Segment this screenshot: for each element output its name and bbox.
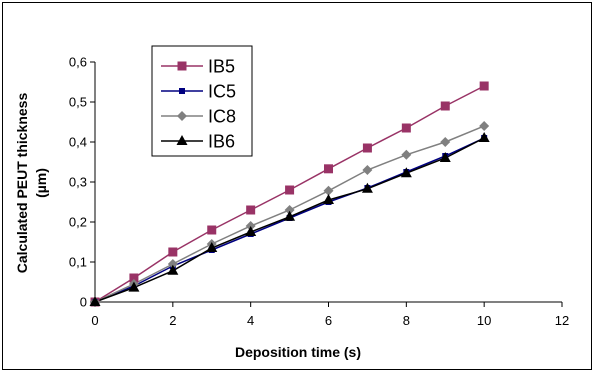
- y-tick-label: 0,6: [69, 55, 87, 70]
- data-point-ib6: [167, 264, 179, 275]
- data-point-ib6: [89, 296, 101, 306]
- legend-label-ib6: IB6: [208, 132, 235, 152]
- data-point-ib5: [440, 101, 450, 111]
- legend-marker-ib6: [176, 135, 188, 145]
- y-tick-label: 0,4: [69, 135, 87, 150]
- legend-label-ic8: IC8: [208, 107, 236, 127]
- data-point-ib5: [362, 143, 372, 153]
- legend-marker-ib5: [177, 61, 187, 71]
- y-axis-title-line2: (µm): [33, 168, 49, 198]
- data-point-ic8: [401, 149, 412, 160]
- x-tick-label: 4: [247, 313, 254, 328]
- data-point-ic8: [362, 165, 373, 175]
- tick-labels: 0 0,1 0,2 0,3 0,4 0,5 0,6 0 2 4 6 8 10 12: [69, 55, 569, 329]
- y-tick-label: 0,2: [69, 215, 87, 230]
- data-point-ib5: [207, 225, 217, 235]
- data-point-ic8: [167, 259, 178, 269]
- data-point-ib5: [285, 185, 295, 195]
- data-point-ic8: [323, 185, 334, 196]
- data-point-ib6: [284, 210, 296, 221]
- y-tick-label: 0,5: [69, 95, 87, 110]
- data-point-ib5: [324, 164, 333, 174]
- legend-marker-ic8: [177, 111, 187, 121]
- data-point-ib5: [246, 205, 256, 215]
- y-tick-label: 0,3: [69, 175, 87, 190]
- legend-box: [151, 45, 253, 157]
- data-point-ic8: [479, 121, 490, 131]
- data-point-ib6: [439, 152, 451, 162]
- data-point-ib6: [128, 281, 140, 292]
- x-axis-title: Deposition time (s): [235, 344, 361, 360]
- data-point-ib6: [400, 167, 412, 178]
- x-tick-label: 6: [325, 313, 332, 328]
- data-point-ib5: [168, 247, 178, 257]
- legend-label-ic5: IC5: [208, 82, 236, 102]
- data-point-ib6: [245, 226, 257, 236]
- x-tick-label: 8: [403, 313, 410, 328]
- data-point-ib6: [323, 194, 334, 204]
- legend: IB5 IC5 IC8 IB6: [151, 45, 253, 157]
- y-axis-title-line1: Calculated PEUT thickness: [14, 93, 30, 274]
- series-markers: [89, 81, 490, 307]
- data-point-ib6: [206, 242, 218, 252]
- data-point-ib5: [129, 273, 139, 283]
- y-tick-label: 0,1: [69, 255, 87, 270]
- x-tick-label: 10: [477, 313, 491, 328]
- data-point-ib5: [401, 123, 411, 133]
- data-point-ib5: [479, 81, 489, 91]
- data-point-ic8: [440, 137, 451, 147]
- x-tick-label: 0: [91, 313, 98, 328]
- legend-label-ib5: IB5: [208, 57, 235, 77]
- data-point-ic8: [284, 205, 295, 215]
- y-tick-label: 0: [80, 295, 87, 310]
- data-point-ib6: [478, 132, 490, 142]
- x-tick-label: 12: [555, 313, 569, 328]
- x-tick-label: 2: [169, 313, 176, 328]
- legend-marker-ic5: [179, 88, 185, 94]
- data-point-ib6: [361, 182, 373, 193]
